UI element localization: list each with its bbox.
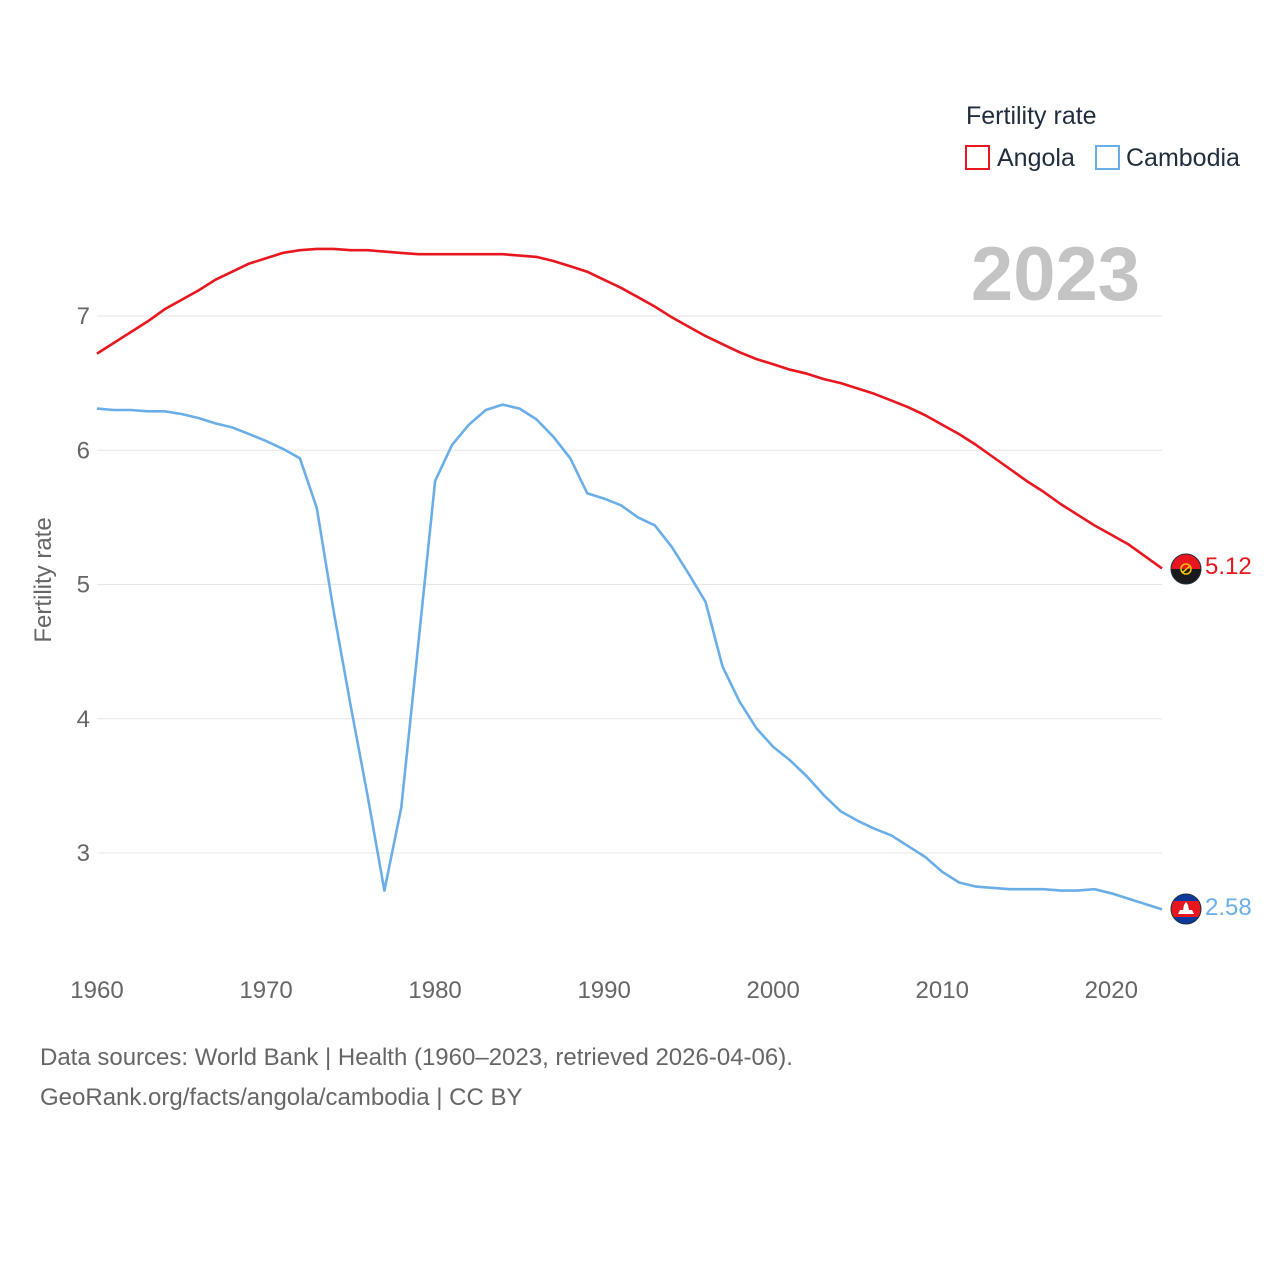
y-tick-label: 3 (77, 840, 90, 867)
legend: Fertility rate Angola Cambodia (965, 102, 1240, 172)
fertility-rate-chart: 3 4 5 6 7 1960 1970 1980 1990 2000 2010 2020 Ferti… (30, 102, 1252, 1004)
y-axis-title: Fertility rate (30, 517, 57, 642)
x-tick-label: 2010 (916, 977, 969, 1004)
x-tick-label: 1990 (577, 977, 630, 1004)
x-tick-label: 2000 (746, 977, 799, 1004)
x-tick-label: 1970 (239, 977, 292, 1004)
series-line-cambodia (96, 403, 1163, 911)
legend-swatch-cambodia (1095, 145, 1120, 170)
footer-sources: Data sources: World Bank | Health (1960–… (40, 1044, 793, 1071)
legend-title: Fertility rate (966, 102, 1097, 130)
x-tick-label: 2020 (1085, 977, 1138, 1004)
gridlines (97, 315, 1162, 854)
y-tick-label: 4 (77, 706, 90, 733)
x-tick-label: 1980 (408, 977, 461, 1004)
y-axis-ticks: 3 4 5 6 7 (77, 303, 90, 867)
legend-label-angola[interactable]: Angola (997, 144, 1075, 172)
y-tick-label: 5 (77, 572, 90, 599)
y-tick-label: 7 (77, 303, 90, 330)
footer-attribution[interactable]: GeoRank.org/facts/angola/cambodia | CC B… (40, 1084, 523, 1111)
end-value-angola: 5.12 (1205, 553, 1252, 580)
x-tick-label: 1960 (70, 977, 123, 1004)
y-tick-label: 6 (77, 437, 90, 464)
end-value-cambodia: 2.58 (1205, 894, 1252, 921)
cambodia-flag-icon (1170, 893, 1202, 925)
x-axis-ticks: 1960 1970 1980 1990 2000 2010 2020 (70, 977, 1138, 1004)
year-label: 2023 (971, 232, 1140, 317)
angola-flag-icon (1170, 553, 1202, 585)
series-line-angola (96, 247, 1163, 570)
legend-swatch-angola (965, 145, 990, 170)
legend-label-cambodia[interactable]: Cambodia (1126, 144, 1240, 172)
